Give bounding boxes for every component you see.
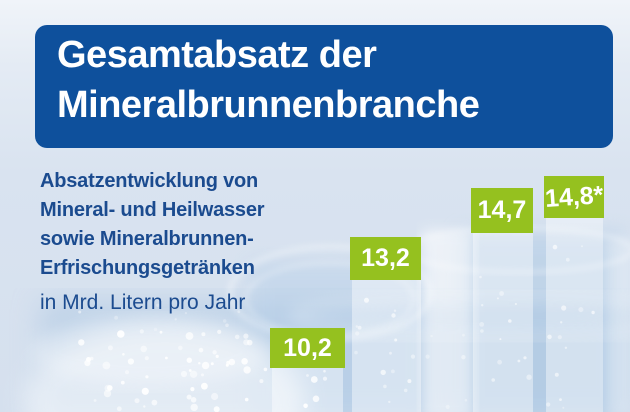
- title-banner: Gesamtabsatz der Mineralbrunnenbranche: [35, 25, 613, 148]
- bar-column-4: [546, 218, 603, 412]
- description-line-1: Absatzentwicklung von: [40, 170, 259, 192]
- bar-value-label-1: 10,2: [270, 328, 345, 368]
- chart-description: Absatzentwicklung von Mineral- und Heilw…: [40, 167, 265, 317]
- bar-value-label-2: 13,2: [350, 237, 421, 280]
- bar-value-text-2: 13,2: [361, 244, 410, 272]
- bar-column-3: [473, 232, 533, 412]
- bar-value-label-3: 14,7: [471, 188, 533, 233]
- description-line-4: Erfrischungsgetränken: [40, 257, 255, 279]
- description-line-3: sowie Mineralbrunnen-: [40, 228, 254, 250]
- bar-value-label-4: 14,8*: [544, 176, 604, 218]
- title-line-2: Mineralbrunnenbranche: [57, 84, 480, 126]
- bubbles-group: [78, 244, 595, 412]
- description-line-2: Mineral- und Heilwasser: [40, 199, 265, 221]
- unit-line: in Mrd. Litern pro Jahr: [40, 291, 246, 314]
- bar-value-text-4: 14,8*: [543, 180, 605, 213]
- bar-value-text-3: 14,7: [477, 196, 527, 224]
- title-line-1: Gesamtabsatz der: [57, 34, 377, 76]
- bar-value-text-1: 10,2: [283, 333, 332, 362]
